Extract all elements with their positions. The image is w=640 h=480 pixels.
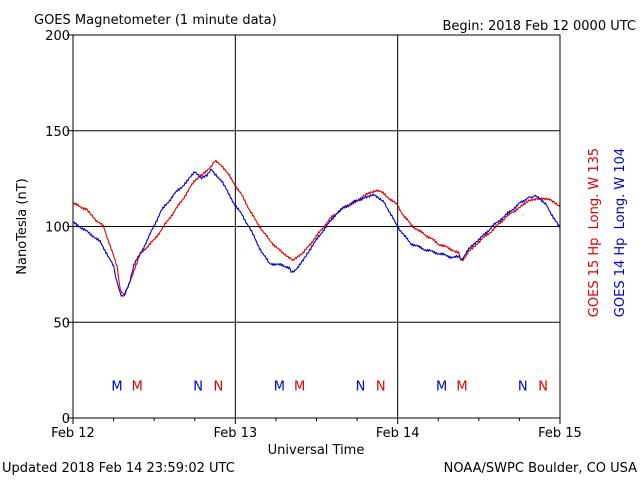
chart-title: GOES Magnetometer (1 minute data) <box>34 13 277 28</box>
local-time-marker: M <box>111 379 122 394</box>
begin-label: Begin: 2018 Feb 12 0000 UTC <box>442 19 636 34</box>
local-time-marker: N <box>356 379 366 394</box>
local-time-marker: M <box>274 379 285 394</box>
local-time-marker: N <box>214 379 224 394</box>
y-axis-label: NanoTesla (nT) <box>15 178 30 274</box>
legend-entry: GOES 15 Hp Long. W 135 <box>587 148 602 317</box>
local-time-marker: M <box>436 379 447 394</box>
local-time-marker: M <box>132 379 143 394</box>
y-tick-label: 200 <box>45 29 70 44</box>
x-axis-label: Universal Time <box>268 443 365 458</box>
series-line-goes15 <box>72 159 561 296</box>
legend-entry: GOES 14 Hp Long. W 104 <box>613 148 628 317</box>
local-time-marker: N <box>376 379 386 394</box>
x-tick-label: Feb 13 <box>213 426 257 441</box>
local-time-marker: M <box>294 379 305 394</box>
series-layer <box>72 159 561 297</box>
local-time-marker: M <box>456 379 467 394</box>
x-tick-label: Feb 15 <box>538 426 582 441</box>
axis-ticks: 0 50 100 150 200 Feb 12 Feb 13 Feb 14 Feb 15 <box>45 29 582 441</box>
y-tick-label: 150 <box>45 125 70 140</box>
y-tick-label: 50 <box>53 316 70 331</box>
x-tick-label: Feb 14 <box>376 426 420 441</box>
source-label: NOAA/SWPC Boulder, CO USA <box>444 461 637 476</box>
grid-lines <box>73 35 560 418</box>
y-tick-label: 0 <box>62 412 70 427</box>
updated-label: Updated 2018 Feb 14 23:59:02 UTC <box>2 461 235 476</box>
local-time-marker: N <box>538 379 548 394</box>
y-tick-label: 100 <box>45 221 70 236</box>
local-time-marker: N <box>193 379 203 394</box>
x-tick-label: Feb 12 <box>51 426 95 441</box>
legend: GOES 15 Hp Long. W 135 GOES 14 Hp Long. W… <box>587 148 628 317</box>
series-line-goes14 <box>72 168 561 297</box>
local-time-marker: N <box>518 379 528 394</box>
